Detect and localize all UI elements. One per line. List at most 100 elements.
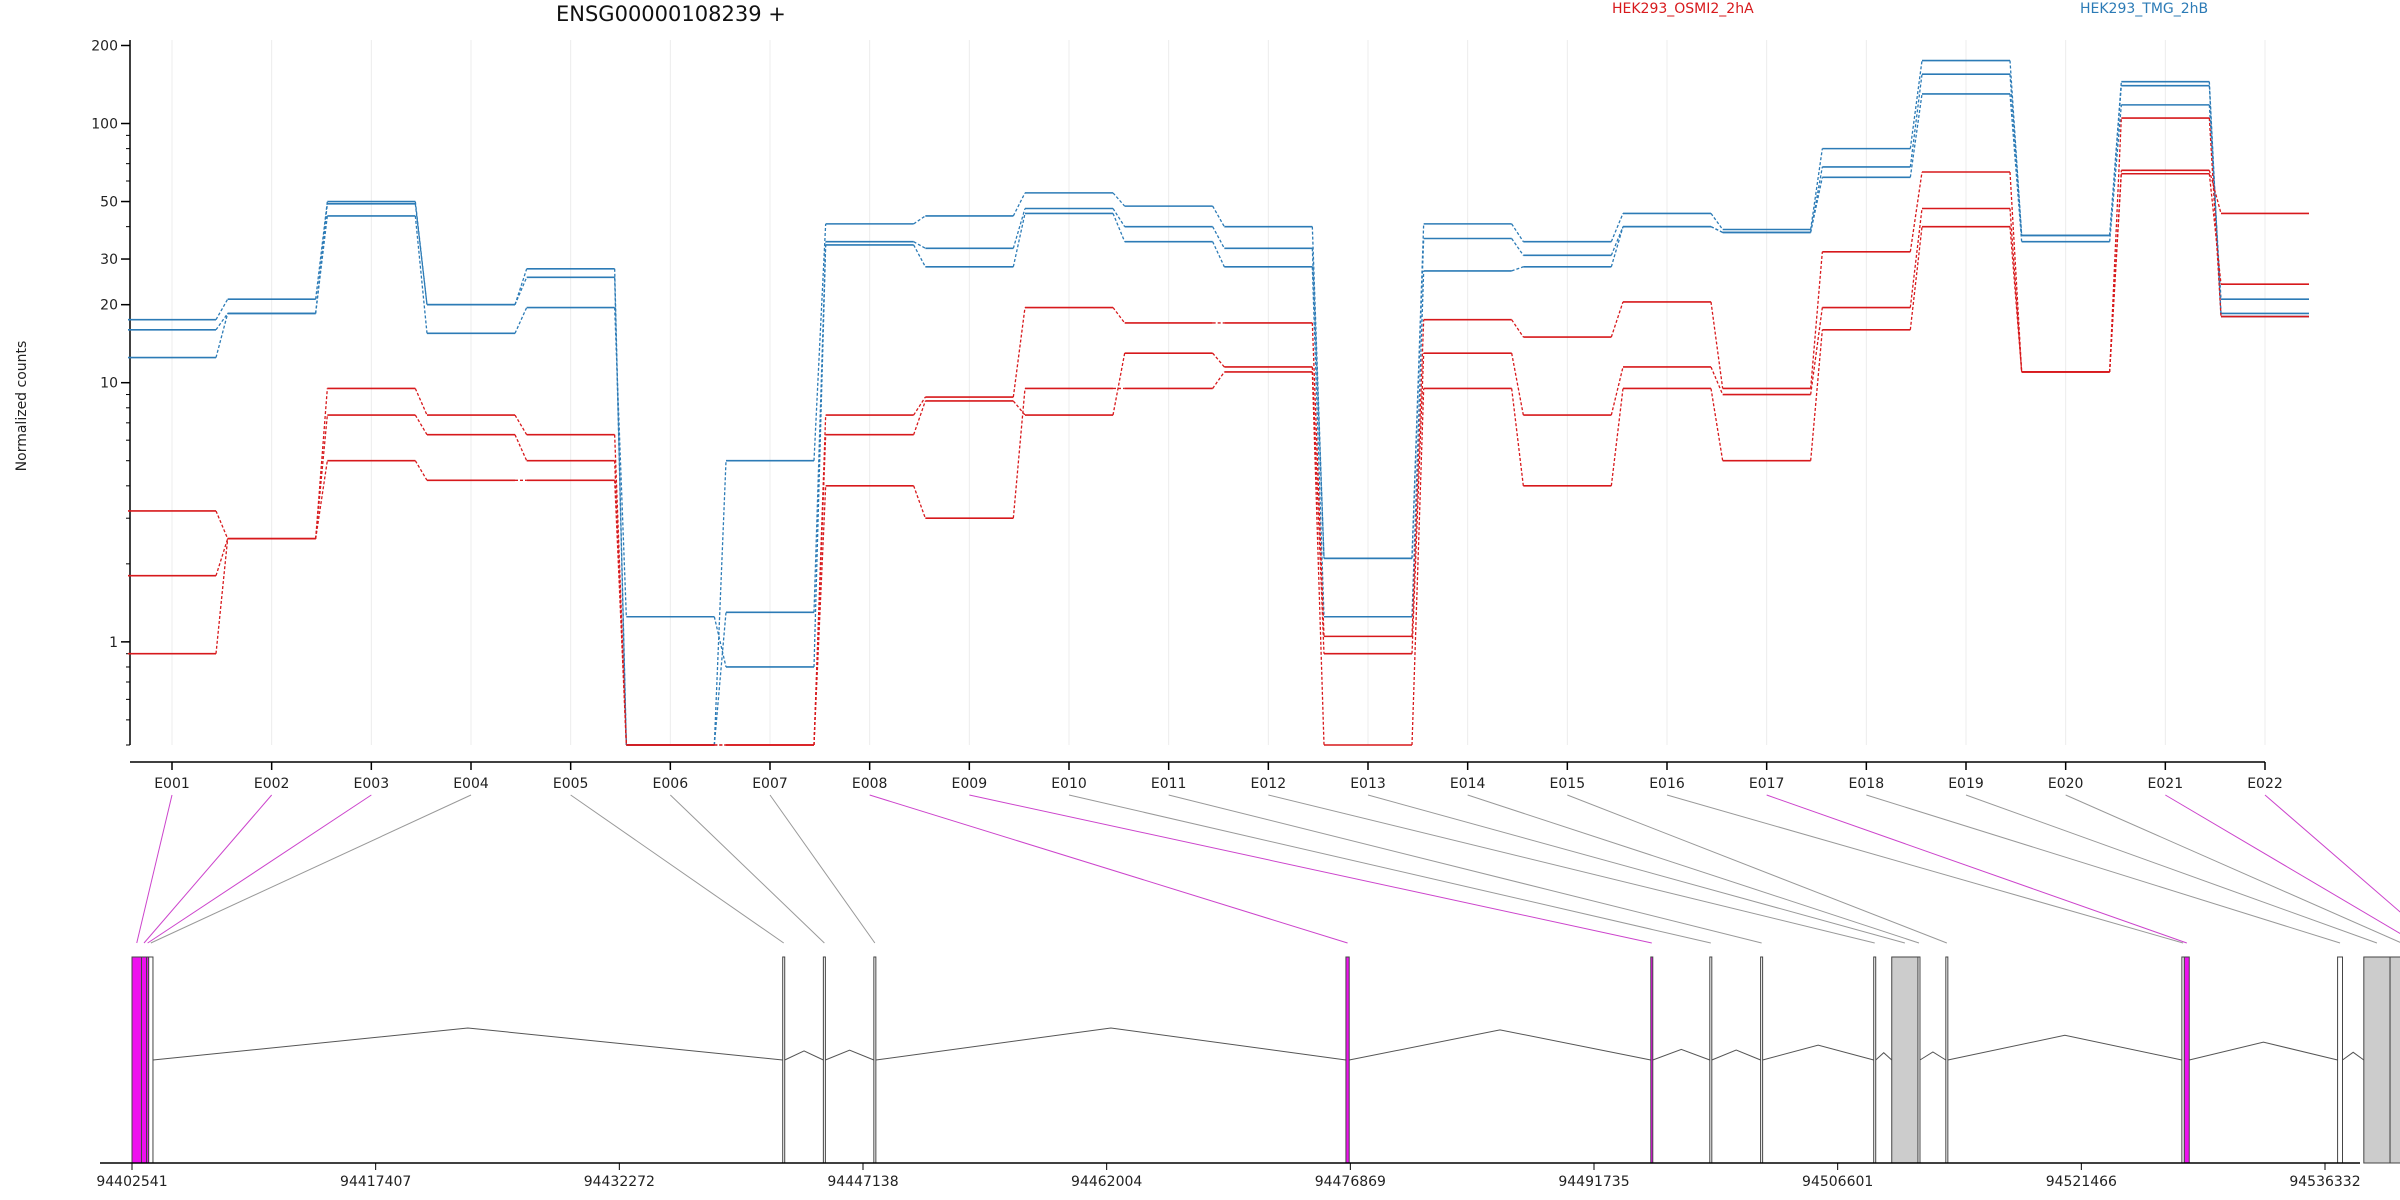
series-link — [1511, 353, 1524, 416]
genome-axis: 94402541 94417407 94432272 94447138 94462004… — [96, 1162, 2361, 1190]
exon-connector — [1866, 794, 2341, 944]
series-group — [128, 59, 2309, 746]
series-link — [1212, 205, 1225, 227]
exon-box — [1709, 956, 1713, 1164]
series-link — [215, 298, 229, 321]
series-link — [1112, 353, 1126, 416]
series-link — [913, 485, 926, 519]
series-link — [1311, 266, 1325, 617]
exon-connectors — [136, 794, 2400, 944]
genome-tick-label: 94462004 — [1071, 1174, 1142, 1190]
x-tick-label: E014 — [1450, 776, 1486, 792]
genome-tick-label: 94491735 — [1558, 1174, 1629, 1190]
exon-connector — [147, 794, 372, 944]
exon-box — [1873, 956, 1877, 1164]
exon-box — [782, 956, 786, 1164]
exon-connector — [150, 794, 472, 944]
intron — [2342, 1051, 2365, 1061]
series-link — [1710, 366, 1724, 395]
intron — [784, 1050, 824, 1061]
exon-box — [1945, 956, 1949, 1164]
series-link — [1012, 213, 1026, 267]
series-group — [128, 169, 2309, 746]
series-link — [1511, 266, 1524, 272]
series-link — [1311, 226, 1325, 559]
series-link — [913, 215, 926, 225]
series-link — [1909, 93, 1923, 178]
exon-connector — [1367, 794, 1905, 944]
series-link — [514, 414, 528, 436]
exon-box — [873, 956, 877, 1164]
series-link — [1810, 177, 1823, 233]
series-link — [2109, 117, 2122, 372]
series-group — [128, 73, 2309, 746]
series-link — [1411, 388, 1425, 746]
x-tick-label: E009 — [952, 776, 988, 792]
series-link — [1411, 319, 1425, 637]
exon-connector — [2165, 794, 2400, 934]
series-link — [2009, 208, 2023, 373]
series-link — [1012, 192, 1026, 217]
series-link — [1012, 307, 1026, 398]
series-link — [514, 277, 528, 305]
series-link — [1909, 208, 1923, 308]
series-link — [1212, 371, 1225, 389]
series-link — [514, 434, 528, 461]
series-link — [2208, 104, 2222, 300]
series-link — [215, 538, 229, 576]
exon-connector — [1268, 794, 1875, 944]
series-link — [315, 203, 328, 314]
x-tick-label: E010 — [1051, 776, 1087, 792]
x-tick-label: E013 — [1350, 776, 1386, 792]
series-link — [1610, 226, 1624, 267]
x-tick-label: E006 — [653, 776, 689, 792]
series-link — [2208, 117, 2222, 317]
y-tick-label: 200 — [91, 38, 118, 54]
x-tick-label: E020 — [2048, 776, 2084, 792]
series-group — [128, 93, 2309, 668]
intron — [1919, 1051, 1947, 1061]
exon-connector — [1467, 794, 1920, 944]
series-link — [614, 434, 627, 746]
series-link — [1511, 319, 1524, 338]
x-tick-label: E002 — [254, 776, 290, 792]
series-link — [215, 510, 229, 539]
series-link — [1311, 248, 1325, 559]
series-link — [2009, 74, 2023, 236]
chart-title: ENSG00000108239 + — [556, 2, 786, 26]
series-link — [1810, 166, 1823, 233]
exon-connector — [143, 794, 273, 944]
series-link — [1112, 307, 1126, 324]
exon-box — [148, 956, 154, 1164]
exon-connector — [2065, 794, 2400, 943]
genome-tick-label: 94536332 — [2289, 1174, 2360, 1190]
x-tick-label: E019 — [1948, 776, 1984, 792]
intron — [1711, 1049, 1761, 1061]
y-tick-label: 100 — [91, 117, 118, 133]
series-link — [2208, 173, 2222, 285]
series-link — [913, 396, 926, 416]
series-link — [1610, 366, 1624, 416]
exon-box — [822, 956, 826, 1164]
exon-connector — [1766, 794, 2187, 944]
series-link — [713, 460, 727, 746]
x-tick-label: E011 — [1151, 776, 1187, 792]
series-link — [414, 414, 428, 436]
x-tick-label: E001 — [154, 776, 190, 792]
series-link — [1710, 388, 1724, 461]
exon-box — [2183, 956, 2190, 1164]
series-link — [1909, 171, 1923, 252]
series-link — [1810, 251, 1823, 389]
exon-connector — [570, 794, 785, 944]
series-link — [1610, 213, 1624, 242]
intron — [1349, 1029, 1651, 1061]
series-link — [2109, 173, 2122, 372]
x-tick-label: E018 — [1849, 776, 1885, 792]
series-link — [2009, 226, 2023, 373]
series-link — [1710, 226, 1723, 234]
series-link — [1810, 329, 1823, 461]
series-link — [1311, 322, 1325, 637]
series-group — [128, 172, 2309, 746]
series-link — [2109, 85, 2122, 236]
series-link — [1610, 388, 1624, 486]
